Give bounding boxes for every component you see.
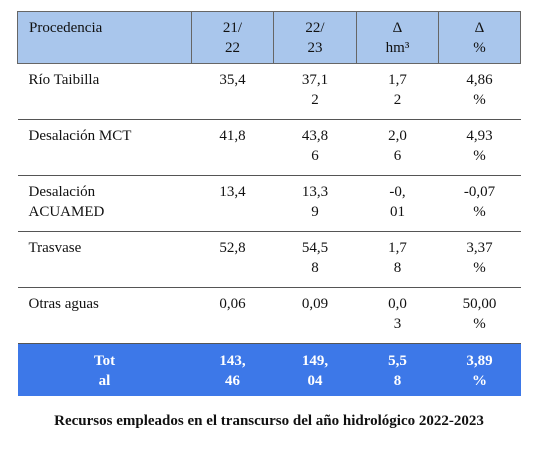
cell-delta-percent: 3,37 % [438, 231, 521, 288]
table-row: Otras aguas 0,06 0,09 0,0 3 50,00 % [17, 287, 521, 344]
row-label: Trasvase [17, 231, 192, 288]
table-row: Río Taibilla 35,4 37,1 2 1,7 2 4,86 % [17, 63, 521, 120]
total-delta-percent: 3,89 % [438, 343, 521, 396]
cell-22-23: 13,3 9 [273, 175, 357, 232]
cell-delta-hm3: 2,0 6 [356, 119, 439, 176]
cell-21-22: 35,4 [191, 63, 274, 120]
cell-22-23: 0,09 [273, 287, 357, 344]
table-row: Desalación ACUAMED 13,4 13,3 9 -0, 01 -0… [17, 175, 521, 232]
table-header: Procedencia 21/ 22 22/ 23 Δ hm³ Δ % [17, 11, 521, 64]
cell-21-22: 0,06 [191, 287, 274, 344]
cell-delta-hm3: 1,7 2 [356, 63, 439, 120]
resources-table-container: Procedencia 21/ 22 22/ 23 Δ hm³ Δ % Río … [17, 11, 521, 396]
cell-delta-hm3: 1,7 8 [356, 231, 439, 288]
table-row: Trasvase 52,8 54,5 8 1,7 8 3,37 % [17, 231, 521, 288]
header-year-21-22: 21/ 22 [191, 11, 274, 64]
cell-delta-percent: 4,93 % [438, 119, 521, 176]
total-delta-hm3: 5,5 8 [356, 343, 439, 396]
total-22-23: 149, 04 [273, 343, 357, 396]
cell-delta-percent: -0,07 % [438, 175, 521, 232]
header-delta-percent: Δ % [438, 11, 521, 64]
total-row: Tot al 143, 46 149, 04 5,5 8 3,89 % [17, 343, 521, 396]
cell-22-23: 43,8 6 [273, 119, 357, 176]
table-caption: Recursos empleados en el transcurso del … [54, 413, 484, 429]
header-delta-hm3: Δ hm³ [356, 11, 439, 64]
header-procedencia: Procedencia [17, 11, 192, 64]
cell-delta-percent: 50,00 % [438, 287, 521, 344]
header-year-22-23: 22/ 23 [273, 11, 357, 64]
cell-delta-hm3: 0,0 3 [356, 287, 439, 344]
cell-21-22: 41,8 [191, 119, 274, 176]
cell-21-22: 52,8 [191, 231, 274, 288]
cell-21-22: 13,4 [191, 175, 274, 232]
cell-22-23: 37,1 2 [273, 63, 357, 120]
total-21-22: 143, 46 [191, 343, 274, 396]
cell-delta-percent: 4,86 % [438, 63, 521, 120]
row-label: Desalación MCT [17, 119, 192, 176]
total-label: Tot al [17, 343, 192, 396]
cell-delta-hm3: -0, 01 [356, 175, 439, 232]
cell-22-23: 54,5 8 [273, 231, 357, 288]
row-label: Otras aguas [17, 287, 192, 344]
table-row: Desalación MCT 41,8 43,8 6 2,0 6 4,93 % [17, 119, 521, 176]
header-row: Procedencia 21/ 22 22/ 23 Δ hm³ Δ % [17, 11, 521, 64]
resources-table: Procedencia 21/ 22 22/ 23 Δ hm³ Δ % Río … [17, 11, 521, 396]
row-label: Desalación ACUAMED [17, 175, 192, 232]
table-body: Río Taibilla 35,4 37,1 2 1,7 2 4,86 % De… [17, 63, 521, 396]
row-label: Río Taibilla [17, 63, 192, 120]
